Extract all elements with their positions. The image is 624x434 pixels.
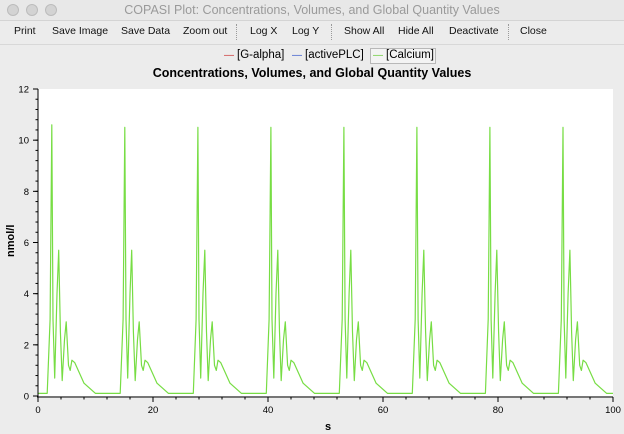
- save-image-button[interactable]: Save Image: [52, 25, 109, 37]
- legend-line-icon: —: [292, 50, 302, 61]
- y-tick-label: 10: [18, 136, 29, 147]
- minimize-window-icon[interactable]: [26, 4, 38, 16]
- window-title: COPASI Plot: Concentrations, Volumes, an…: [124, 3, 500, 17]
- print-button[interactable]: Print: [14, 25, 36, 37]
- x-tick-label: 40: [263, 405, 274, 416]
- legend-item-calcium[interactable]: — [Calcium]: [373, 49, 434, 65]
- y-tick-label: 2: [24, 340, 29, 351]
- hide-all-button[interactable]: Hide All: [398, 25, 434, 37]
- y-tick-label: 12: [18, 85, 29, 96]
- y-tick-label: 0: [24, 392, 29, 403]
- x-tick-label: 0: [35, 405, 40, 416]
- close-window-icon[interactable]: [7, 4, 19, 16]
- toolbar-separator: [508, 24, 509, 40]
- x-axis-label: s: [324, 421, 332, 433]
- legend-label: [Calcium]: [386, 49, 434, 61]
- legend-line-icon: —: [373, 50, 383, 61]
- legend-item-activeplc[interactable]: — [activePLC]: [292, 49, 364, 65]
- toolbar-separator: [331, 24, 332, 40]
- legend-label: [activePLC]: [305, 49, 364, 61]
- chart-title: Concentrations, Volumes, and Global Quan…: [152, 66, 472, 80]
- x-tick-label: 20: [148, 405, 159, 416]
- deactivate-button[interactable]: Deactivate: [449, 25, 499, 37]
- x-tick-label: 60: [378, 405, 389, 416]
- close-button[interactable]: Close: [520, 25, 547, 37]
- toolbar-separator: [236, 24, 237, 40]
- y-tick-label: 6: [24, 238, 29, 249]
- legend-active-frame: [370, 48, 436, 64]
- x-tick-label: 100: [605, 405, 621, 416]
- y-tick-label: 8: [24, 187, 29, 198]
- log-x-button[interactable]: Log X: [250, 25, 278, 37]
- title-bar[interactable]: COPASI Plot: Concentrations, Volumes, an…: [0, 0, 624, 21]
- save-data-button[interactable]: Save Data: [121, 25, 171, 37]
- log-y-button[interactable]: Log Y: [292, 25, 320, 37]
- toolbar: Print Save Image Save Data Zoom out Log …: [0, 20, 624, 45]
- series-line-2: [38, 124, 613, 394]
- y-tick-label: 4: [24, 289, 29, 300]
- zoom-out-button[interactable]: Zoom out: [183, 25, 228, 37]
- legend-line-icon: —: [224, 50, 234, 61]
- y-axis-label: nmol/l: [5, 224, 17, 257]
- show-all-button[interactable]: Show All: [344, 25, 385, 37]
- zoom-window-icon[interactable]: [45, 4, 57, 16]
- x-tick-label: 80: [493, 405, 504, 416]
- legend-item-galpha[interactable]: — [G-alpha]: [224, 49, 284, 65]
- legend-label: [G-alpha]: [237, 49, 285, 61]
